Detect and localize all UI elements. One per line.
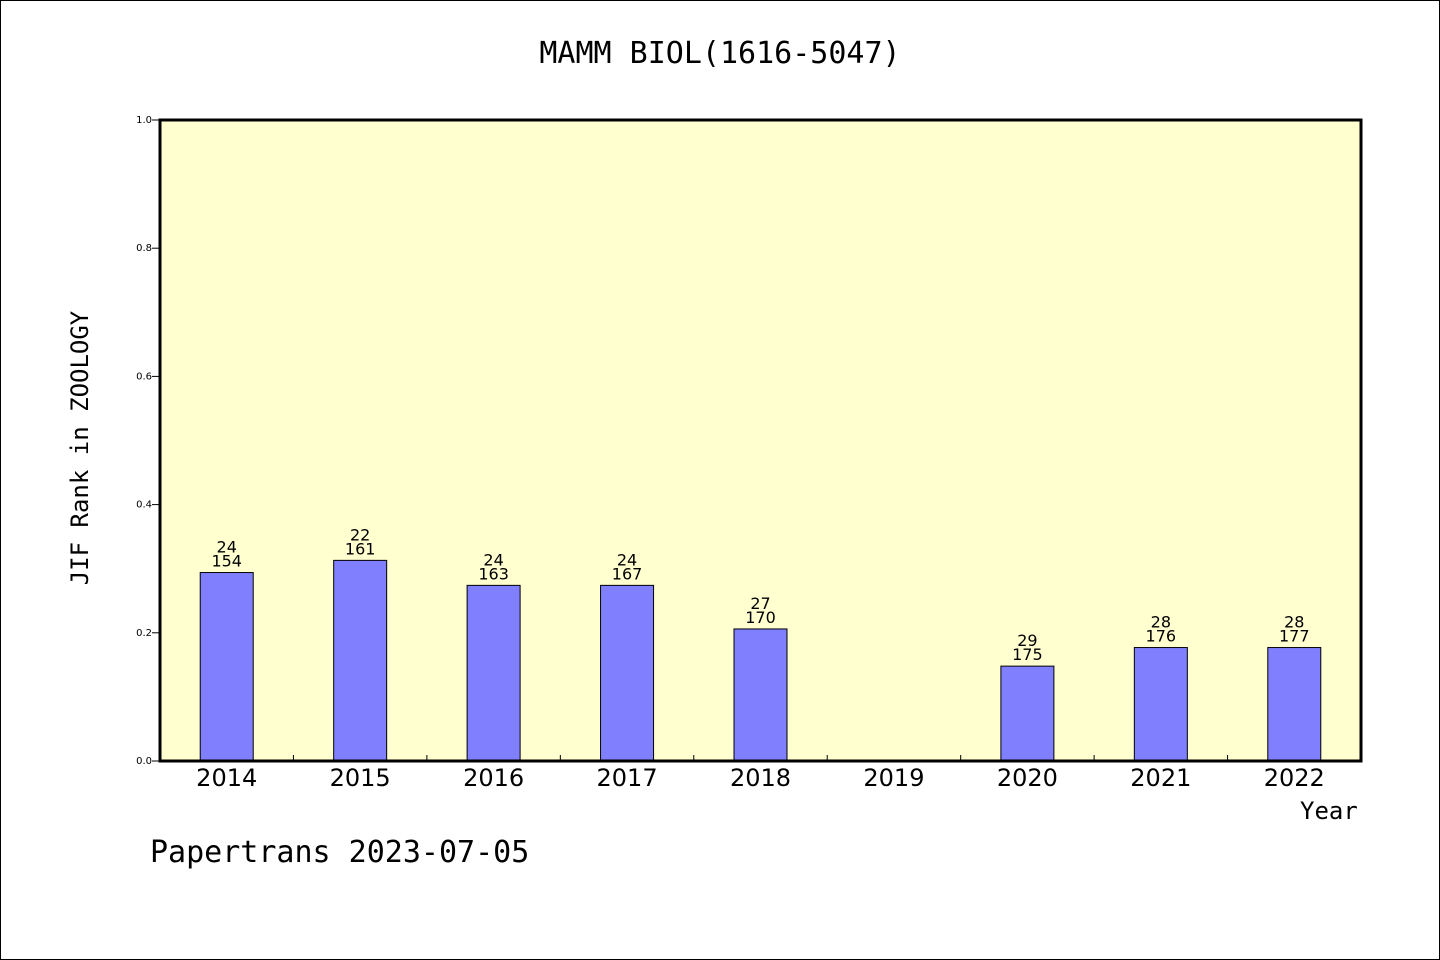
- bar-label-rank: 27: [750, 594, 770, 613]
- x-tick-label: 2022: [1264, 764, 1325, 792]
- bar-label-rank: 24: [483, 550, 503, 569]
- bar-label-rank: 24: [217, 538, 237, 557]
- bar-label-rank: 28: [1151, 613, 1171, 632]
- chart-title: MAMM BIOL(1616-5047): [539, 36, 901, 71]
- y-tick-label: 1.0: [136, 115, 152, 126]
- x-tick-label: 2021: [1130, 764, 1191, 792]
- bar-label-total: 161: [345, 539, 376, 558]
- y-tick-label: 0.6: [136, 371, 152, 382]
- x-tick-label: 2020: [997, 764, 1058, 792]
- bar-label-total: 175: [1012, 645, 1043, 664]
- x-tick-label: 2015: [330, 764, 391, 792]
- bar-label-total: 163: [478, 564, 509, 583]
- bar: [1133, 647, 1188, 762]
- bar-label-total: 176: [1146, 627, 1177, 646]
- y-tick-label: 0.4: [136, 500, 152, 511]
- x-tick-label: 2016: [463, 764, 524, 792]
- x-tick-label: 2017: [597, 764, 658, 792]
- bar: [1000, 665, 1055, 762]
- bar: [333, 559, 388, 762]
- x-axis-label: Year: [1300, 797, 1358, 825]
- bar-label-rank: 24: [617, 550, 637, 569]
- bar-label-total: 177: [1279, 627, 1310, 646]
- bar: [199, 572, 254, 762]
- footer-watermark: Papertrans 2023-07-05: [150, 835, 530, 870]
- bar-label-rank: 28: [1284, 613, 1304, 632]
- bar-label-rank: 29: [1017, 631, 1037, 650]
- x-tick-label: 2014: [196, 764, 257, 792]
- y-tick-label: 0.8: [136, 243, 152, 254]
- bar: [733, 628, 788, 762]
- x-tick-label: 2019: [863, 764, 924, 792]
- bar-label-total: 170: [745, 608, 776, 627]
- bar: [600, 584, 655, 762]
- y-tick-label: 0.2: [136, 628, 152, 639]
- bar-label-total: 154: [211, 552, 242, 571]
- bar-label-rank: 22: [350, 525, 370, 544]
- x-tick-label: 2018: [730, 764, 791, 792]
- plot-border: [158, 118, 1363, 763]
- y-tick-label: 0.0: [136, 756, 152, 767]
- bar-label-total: 167: [612, 564, 643, 583]
- bar: [1267, 647, 1322, 762]
- bar: [466, 584, 521, 762]
